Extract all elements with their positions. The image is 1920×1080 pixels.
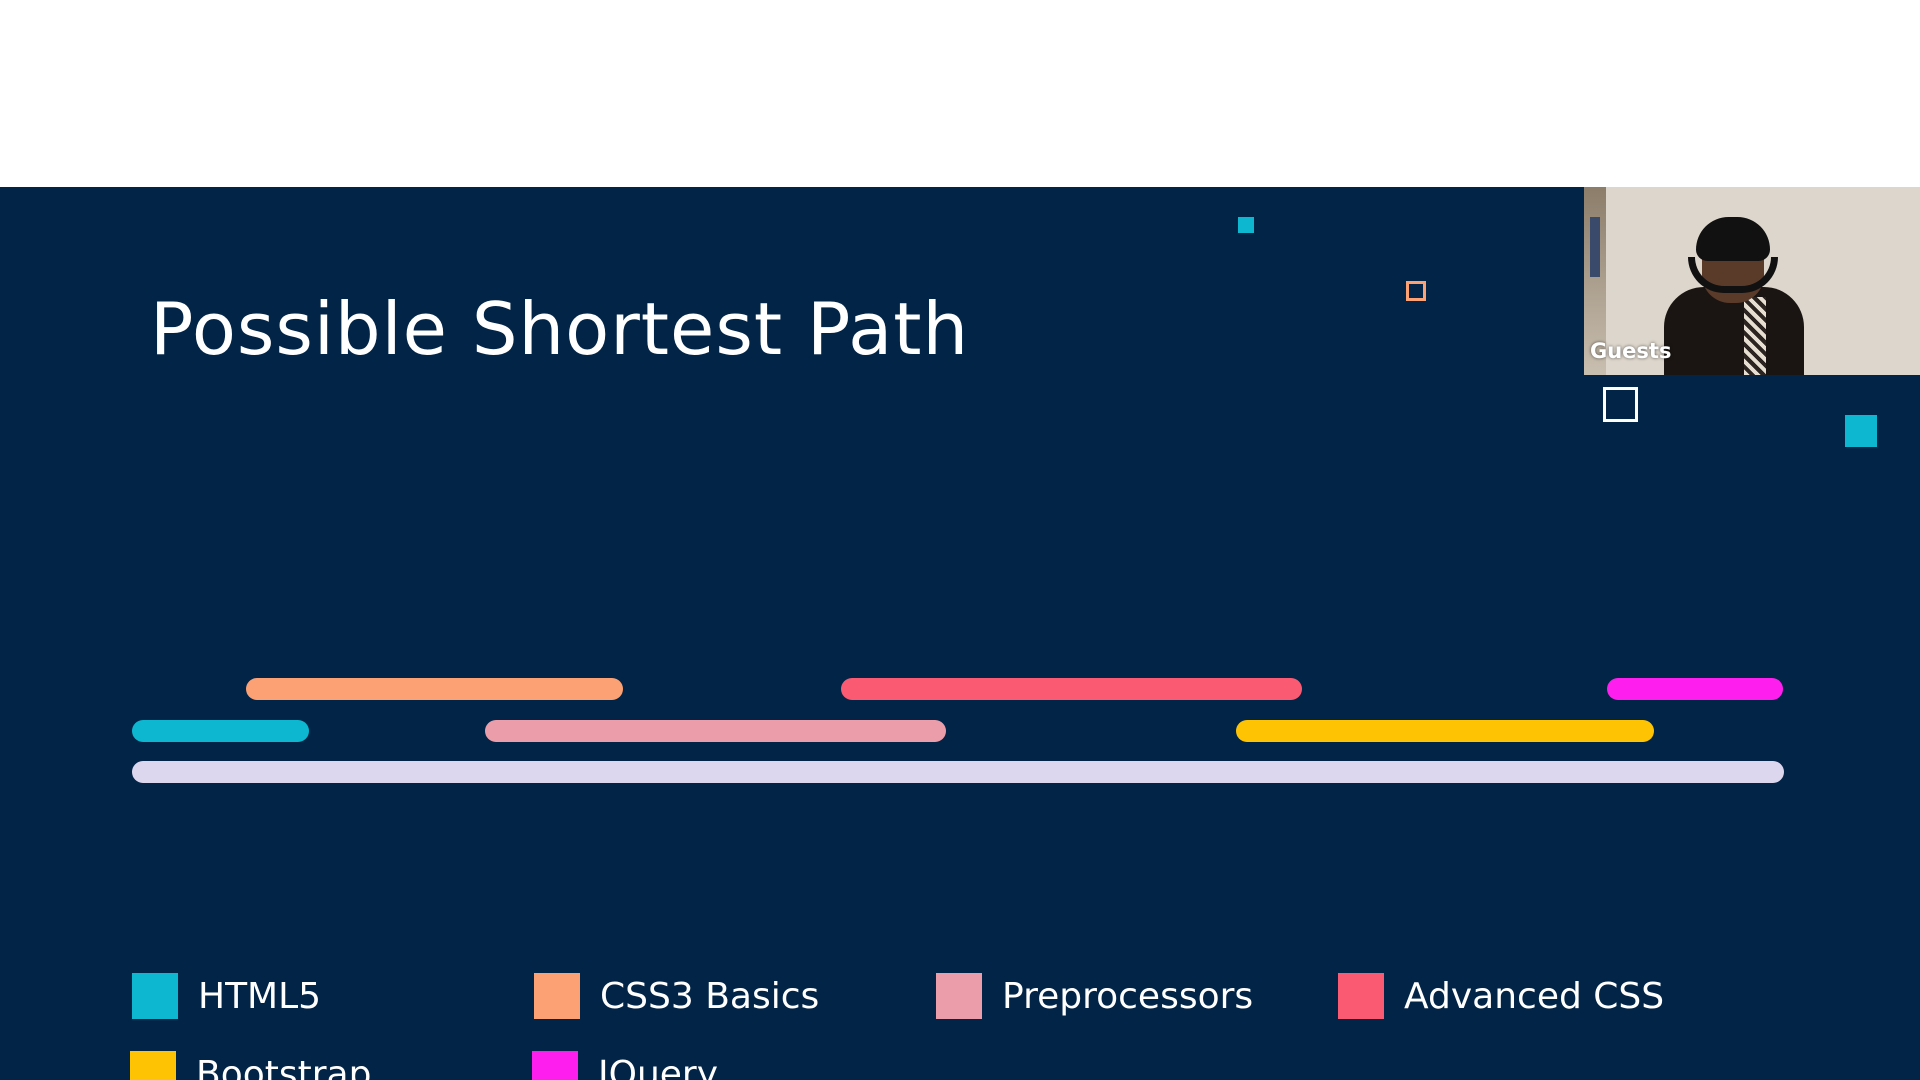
participant-hair bbox=[1696, 217, 1770, 261]
legend-label-preprocessors: Preprocessors bbox=[1002, 975, 1254, 1017]
decor-square-outline-orange bbox=[1406, 281, 1426, 301]
legend-swatch-jquery bbox=[532, 1051, 578, 1080]
decor-square-outline-white bbox=[1603, 387, 1638, 422]
baseline-bar bbox=[132, 761, 1784, 783]
legend-swatch-html5 bbox=[132, 973, 178, 1019]
video-background-shelf bbox=[1584, 187, 1606, 375]
decor-square-cyan-large bbox=[1845, 415, 1877, 447]
advanced-css-bar bbox=[841, 678, 1302, 700]
preprocessors-bar bbox=[485, 720, 946, 742]
legend-swatch-advanced-css bbox=[1338, 973, 1384, 1019]
participant-video-tile[interactable]: Guests bbox=[1584, 187, 1920, 375]
legend-swatch-bootstrap bbox=[130, 1051, 176, 1080]
legend-item-advanced-css: Advanced CSS bbox=[1338, 973, 1664, 1019]
legend-label-bootstrap: Bootstrap bbox=[196, 1053, 372, 1080]
decor-square-cyan-small bbox=[1238, 217, 1254, 233]
video-background-book bbox=[1590, 217, 1600, 277]
legend-label-css3-basics: CSS3 Basics bbox=[600, 975, 820, 1017]
legend-label-jquery: JQuery bbox=[598, 1053, 719, 1080]
css3-basics-bar bbox=[246, 678, 623, 700]
top-blank-area bbox=[0, 0, 1920, 187]
slide-title: Possible Shortest Path bbox=[150, 287, 970, 371]
legend-label-advanced-css: Advanced CSS bbox=[1404, 975, 1665, 1017]
jquery-bar bbox=[1607, 678, 1783, 700]
legend-item-jquery: JQuery bbox=[532, 1051, 718, 1080]
legend-item-html5: HTML5 bbox=[132, 973, 321, 1019]
legend-label-html5: HTML5 bbox=[198, 975, 322, 1017]
bootstrap-bar bbox=[1236, 720, 1654, 742]
legend-item-bootstrap: Bootstrap bbox=[130, 1051, 371, 1080]
html5-bar bbox=[132, 720, 309, 742]
legend-swatch-css3-basics bbox=[534, 973, 580, 1019]
participant-name-label: Guests bbox=[1590, 339, 1672, 363]
legend-swatch-preprocessors bbox=[936, 973, 982, 1019]
legend-item-preprocessors: Preprocessors bbox=[936, 973, 1253, 1019]
participant-scarf bbox=[1744, 297, 1766, 375]
legend-item-css3-basics: CSS3 Basics bbox=[534, 973, 819, 1019]
